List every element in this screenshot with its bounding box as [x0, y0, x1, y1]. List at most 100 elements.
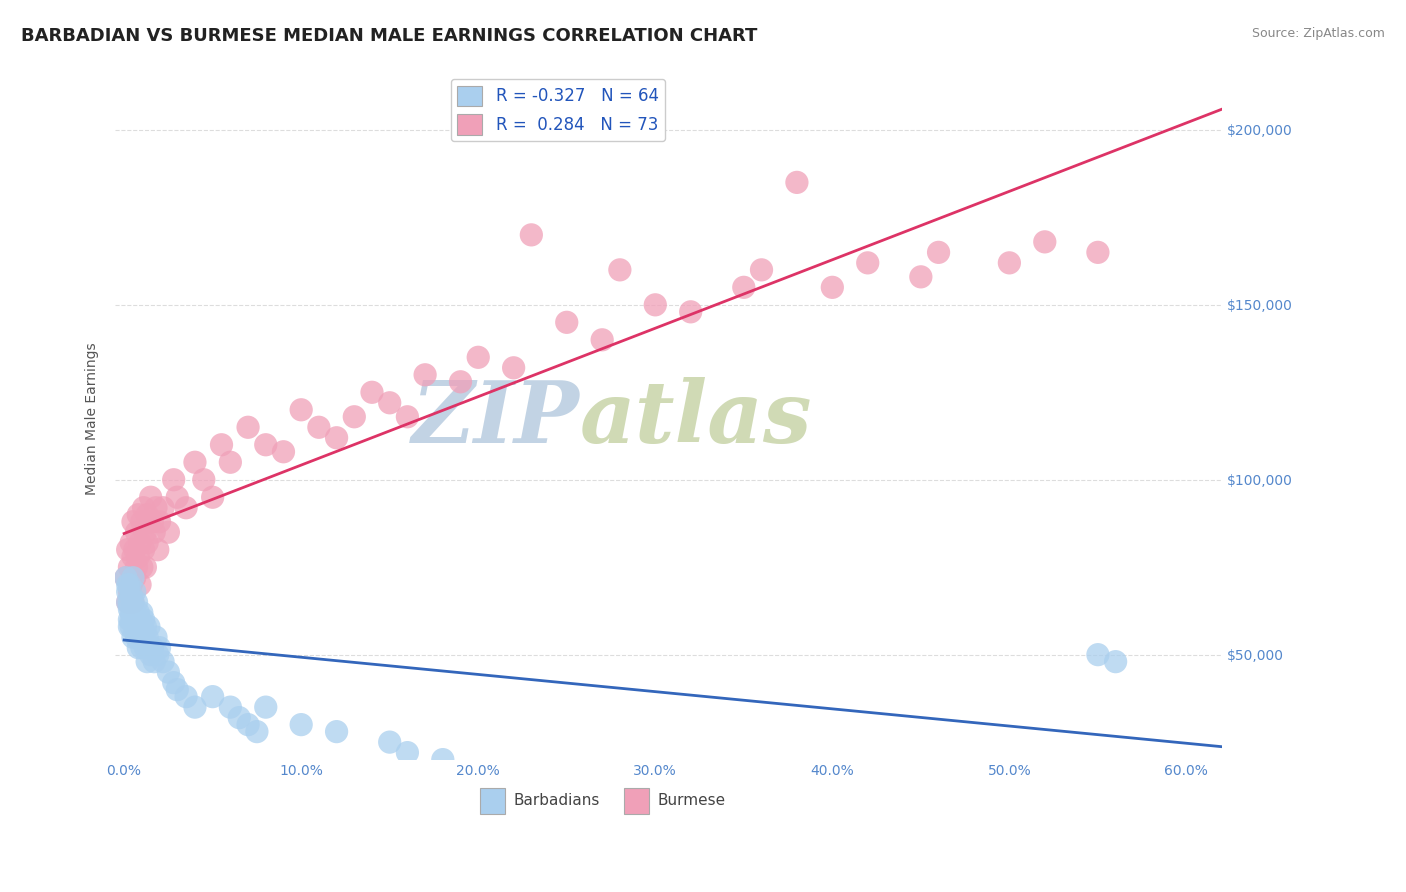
Point	[118, 577, 141, 591]
Text: atlas: atlas	[581, 376, 813, 460]
Point	[146, 542, 169, 557]
Point	[1087, 648, 1109, 662]
Point	[146, 648, 169, 662]
Point	[132, 613, 155, 627]
Point	[118, 602, 141, 616]
Point	[166, 490, 188, 504]
Point	[136, 508, 159, 522]
Point	[219, 455, 242, 469]
Point	[145, 500, 167, 515]
Point	[193, 473, 215, 487]
Y-axis label: Median Male Earnings: Median Male Earnings	[86, 343, 100, 495]
Point	[120, 577, 142, 591]
Point	[120, 613, 142, 627]
Point	[467, 351, 489, 365]
Point	[120, 606, 142, 620]
Point	[118, 595, 141, 609]
Point	[120, 588, 142, 602]
Text: Barbadians: Barbadians	[513, 793, 600, 808]
Point	[131, 640, 153, 655]
Point	[609, 263, 631, 277]
Point	[124, 620, 146, 634]
Point	[157, 665, 180, 680]
Point	[124, 606, 146, 620]
Point	[591, 333, 613, 347]
Point	[228, 711, 250, 725]
Point	[679, 305, 702, 319]
Point	[413, 368, 436, 382]
Point	[117, 542, 139, 557]
Text: ZIP: ZIP	[412, 376, 581, 460]
Point	[125, 525, 148, 540]
Point	[325, 724, 347, 739]
Point	[136, 535, 159, 549]
Point	[122, 613, 145, 627]
Point	[786, 175, 808, 189]
Point	[122, 595, 145, 609]
Point	[117, 595, 139, 609]
Point	[378, 396, 401, 410]
Point	[236, 420, 259, 434]
Point	[131, 606, 153, 620]
Point	[1104, 655, 1126, 669]
Point	[122, 515, 145, 529]
Point	[138, 515, 160, 529]
Point	[132, 500, 155, 515]
Point	[115, 571, 138, 585]
Point	[138, 620, 160, 634]
Point	[1087, 245, 1109, 260]
Point	[152, 500, 174, 515]
Point	[910, 269, 932, 284]
Point	[139, 490, 162, 504]
Point	[236, 717, 259, 731]
Point	[184, 700, 207, 714]
Point	[254, 438, 277, 452]
Point	[246, 724, 269, 739]
Point	[117, 595, 139, 609]
Point	[201, 490, 224, 504]
Point	[1033, 235, 1056, 249]
Point	[134, 640, 156, 655]
Point	[127, 606, 149, 620]
Point	[141, 515, 163, 529]
Point	[134, 560, 156, 574]
Point	[502, 360, 524, 375]
Point	[166, 682, 188, 697]
Point	[396, 409, 419, 424]
Point	[163, 473, 186, 487]
Point	[157, 525, 180, 540]
Point	[325, 431, 347, 445]
Point	[118, 584, 141, 599]
Point	[129, 630, 152, 644]
Point	[184, 455, 207, 469]
Point	[136, 655, 159, 669]
Point	[117, 584, 139, 599]
Point	[174, 690, 197, 704]
Point	[254, 700, 277, 714]
Point	[290, 717, 312, 731]
Point	[134, 525, 156, 540]
Point	[118, 560, 141, 574]
Point	[132, 630, 155, 644]
Point	[138, 640, 160, 655]
Point	[127, 508, 149, 522]
Point	[163, 675, 186, 690]
Point	[120, 620, 142, 634]
Point	[122, 630, 145, 644]
Point	[856, 256, 879, 270]
Point	[273, 444, 295, 458]
Point	[118, 620, 141, 634]
Point	[124, 584, 146, 599]
Point	[122, 571, 145, 585]
Point	[520, 227, 543, 242]
Point	[751, 263, 773, 277]
Point	[134, 620, 156, 634]
Legend: R = -0.327   N = 64, R =  0.284   N = 73: R = -0.327 N = 64, R = 0.284 N = 73	[450, 79, 665, 141]
Point	[361, 385, 384, 400]
Point	[143, 525, 166, 540]
Point	[131, 620, 153, 634]
FancyBboxPatch shape	[481, 789, 505, 814]
Point	[148, 640, 170, 655]
Point	[145, 630, 167, 644]
Point	[122, 595, 145, 609]
